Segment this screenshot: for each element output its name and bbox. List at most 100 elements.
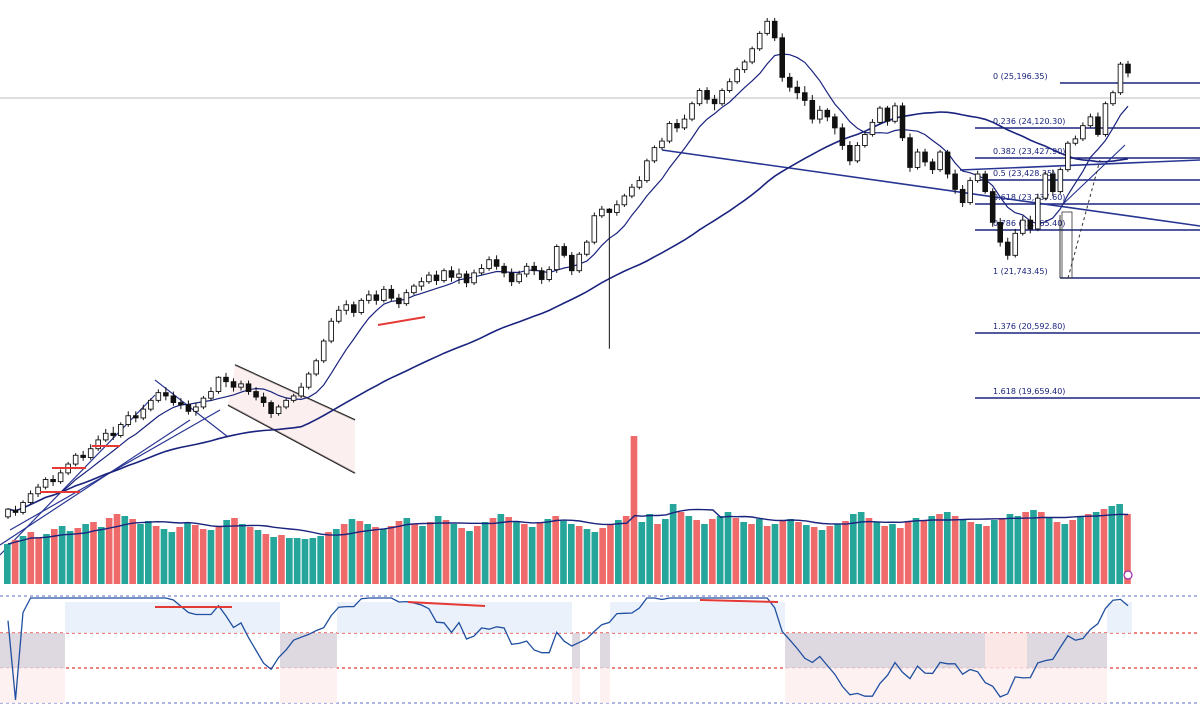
volume-bar bbox=[998, 518, 1006, 584]
candle-body bbox=[260, 396, 267, 403]
volume-bar bbox=[1085, 514, 1092, 584]
rising-channel-line bbox=[1061, 144, 1126, 206]
candle-body bbox=[967, 180, 973, 204]
volume-bar bbox=[262, 534, 270, 584]
volume-bar bbox=[693, 520, 700, 584]
volume-bar bbox=[199, 529, 207, 584]
fib-label: 0.236 (24,120.30) bbox=[993, 117, 1065, 126]
candle-body bbox=[433, 274, 440, 282]
volume-bar bbox=[11, 540, 19, 584]
volume-ma-line bbox=[7, 508, 1129, 545]
candle-body bbox=[1050, 173, 1056, 193]
candle-body bbox=[1057, 169, 1064, 193]
candle-body bbox=[275, 406, 282, 414]
volume-bar bbox=[646, 514, 653, 584]
candle-body bbox=[27, 493, 34, 503]
volume-bar bbox=[630, 436, 638, 584]
volume-bar bbox=[850, 514, 857, 584]
candle-body bbox=[696, 90, 703, 105]
candle-body bbox=[478, 268, 485, 274]
volume-bar bbox=[685, 516, 693, 584]
volume-bar bbox=[756, 519, 763, 584]
volume-bar bbox=[803, 525, 810, 584]
volume-bar bbox=[105, 518, 113, 584]
fibonacci-levels: 0 (25,196.35) 0.236 (24,120.30) 0.382 (23,… bbox=[975, 72, 1200, 399]
candle-body bbox=[914, 151, 921, 168]
candle-body bbox=[907, 137, 913, 168]
candle-body bbox=[531, 265, 537, 272]
candle-body bbox=[606, 208, 613, 213]
volume-bar bbox=[873, 522, 881, 584]
volume-bar bbox=[857, 512, 865, 584]
candle-body bbox=[200, 397, 207, 408]
volume-bar bbox=[881, 526, 888, 584]
volume-bar bbox=[568, 524, 575, 584]
candle-body bbox=[1117, 63, 1124, 94]
volume-bar bbox=[607, 524, 614, 584]
candle-body bbox=[396, 297, 402, 305]
trend-lines bbox=[0, 144, 1200, 556]
volume-bar bbox=[763, 526, 771, 584]
volume-bar bbox=[615, 520, 622, 584]
volume-bar bbox=[387, 526, 395, 584]
candle-body bbox=[133, 415, 139, 419]
candle-body bbox=[749, 48, 755, 63]
candle-body bbox=[1095, 116, 1101, 135]
candle-body bbox=[72, 454, 79, 465]
volume-bar bbox=[489, 518, 497, 584]
candle-body bbox=[298, 386, 304, 397]
descending-trendline bbox=[661, 149, 1200, 227]
candle-body bbox=[110, 432, 117, 436]
volume-bar bbox=[152, 526, 160, 584]
candle-body bbox=[576, 253, 583, 272]
volume-bar bbox=[348, 519, 356, 584]
candle-body bbox=[929, 161, 936, 171]
candle-body bbox=[1004, 241, 1011, 256]
volume-bar bbox=[317, 536, 324, 584]
candle-body bbox=[937, 151, 943, 171]
candle-body bbox=[335, 309, 342, 322]
candle-body bbox=[471, 272, 477, 284]
volume-bar bbox=[35, 537, 42, 584]
volume-bar bbox=[231, 518, 238, 584]
volume-bar bbox=[364, 524, 371, 584]
volume-bar bbox=[270, 537, 277, 584]
candle-body bbox=[253, 391, 259, 398]
candle-body bbox=[403, 292, 410, 305]
volume-bar bbox=[474, 526, 481, 584]
candle-body bbox=[185, 404, 192, 412]
candle-body bbox=[1019, 219, 1026, 234]
candle-body bbox=[884, 107, 891, 122]
volume-bar bbox=[466, 531, 473, 584]
candle-body bbox=[756, 32, 763, 50]
volume-bar bbox=[1077, 516, 1084, 584]
volume-bar bbox=[1092, 512, 1100, 584]
candle-body bbox=[974, 173, 981, 182]
volume-bar bbox=[513, 521, 520, 584]
volume-bar bbox=[481, 522, 489, 584]
rsi-zone bbox=[0, 668, 65, 703]
volume-bar bbox=[662, 519, 669, 584]
volume-bar bbox=[1061, 524, 1069, 584]
volume-bar bbox=[599, 528, 606, 584]
candle-body bbox=[538, 270, 545, 280]
volume-bar bbox=[622, 516, 630, 584]
rsi-zone bbox=[280, 633, 337, 668]
volume-bar bbox=[701, 524, 708, 584]
candle-body bbox=[155, 392, 162, 401]
volume-bar bbox=[669, 504, 677, 584]
volume-bar bbox=[1100, 509, 1108, 584]
volume-bar bbox=[560, 521, 567, 584]
candle-body bbox=[553, 246, 560, 271]
candle-body bbox=[1035, 197, 1041, 230]
volume-bar bbox=[1030, 510, 1037, 584]
candle-body bbox=[148, 399, 154, 410]
candle-body bbox=[869, 121, 876, 135]
candle-body bbox=[426, 274, 432, 283]
candle-body bbox=[245, 383, 252, 393]
candle-body bbox=[847, 145, 853, 162]
volume-bar bbox=[1014, 516, 1022, 584]
candle-body bbox=[283, 399, 289, 408]
candle-body bbox=[779, 37, 786, 78]
candle-body bbox=[877, 107, 883, 123]
